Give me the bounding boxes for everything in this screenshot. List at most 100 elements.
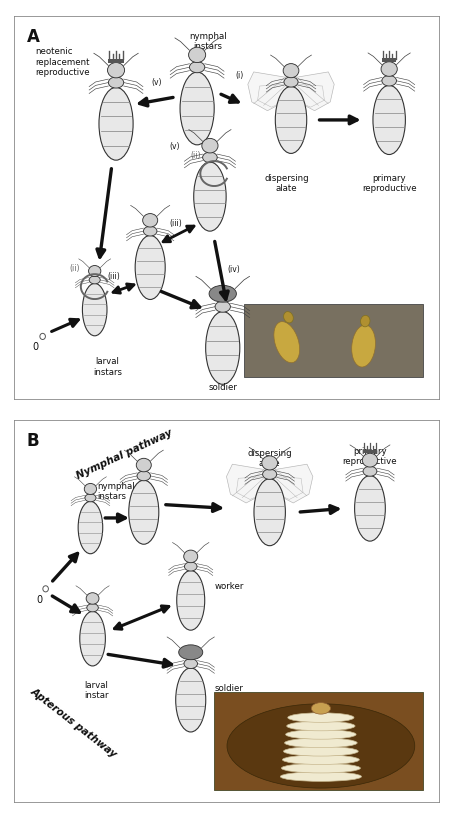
Text: 0: 0 (32, 342, 38, 352)
Ellipse shape (137, 471, 151, 480)
Polygon shape (227, 464, 266, 503)
Ellipse shape (135, 236, 165, 299)
Text: neotenic
replacement
reproductive: neotenic replacement reproductive (35, 47, 89, 77)
Ellipse shape (179, 645, 203, 660)
Ellipse shape (99, 87, 133, 160)
Ellipse shape (352, 325, 375, 367)
Ellipse shape (262, 469, 277, 480)
Bar (382, 59, 396, 62)
FancyBboxPatch shape (244, 304, 423, 377)
Ellipse shape (287, 721, 355, 731)
Polygon shape (236, 476, 267, 499)
Ellipse shape (87, 604, 99, 612)
Ellipse shape (184, 562, 197, 571)
Ellipse shape (284, 747, 358, 756)
Text: worker: worker (214, 583, 244, 592)
Polygon shape (272, 476, 303, 499)
Ellipse shape (83, 283, 107, 336)
Ellipse shape (189, 62, 205, 73)
Ellipse shape (136, 458, 151, 472)
Ellipse shape (382, 76, 396, 86)
Text: A: A (26, 28, 39, 46)
Ellipse shape (262, 456, 277, 470)
Text: (ii): (ii) (69, 265, 79, 274)
Text: 0: 0 (36, 595, 42, 605)
Text: Apterous pathway: Apterous pathway (28, 686, 118, 760)
Ellipse shape (381, 62, 397, 77)
Polygon shape (257, 84, 288, 107)
Text: (v): (v) (151, 78, 162, 87)
Text: larval
instars: larval instars (93, 358, 122, 377)
Text: (i): (i) (236, 71, 244, 80)
Polygon shape (273, 464, 313, 503)
Polygon shape (295, 72, 334, 110)
FancyBboxPatch shape (14, 16, 440, 400)
Ellipse shape (89, 265, 101, 277)
Ellipse shape (202, 138, 218, 153)
Ellipse shape (283, 63, 299, 77)
Ellipse shape (360, 316, 370, 327)
Ellipse shape (43, 586, 49, 592)
FancyBboxPatch shape (214, 692, 423, 790)
Text: dispersing
alate: dispersing alate (247, 449, 292, 468)
Ellipse shape (143, 227, 157, 236)
Bar (363, 450, 377, 453)
Polygon shape (294, 84, 325, 107)
Ellipse shape (288, 713, 354, 723)
Ellipse shape (284, 311, 293, 323)
Ellipse shape (285, 738, 357, 747)
Ellipse shape (86, 592, 99, 604)
Ellipse shape (274, 321, 300, 363)
Ellipse shape (281, 772, 361, 781)
Ellipse shape (89, 276, 100, 284)
Ellipse shape (275, 87, 307, 153)
Text: (iv): (iv) (227, 265, 240, 274)
Text: Nymphal pathway: Nymphal pathway (75, 428, 174, 481)
Ellipse shape (129, 480, 159, 544)
Ellipse shape (209, 285, 237, 302)
Ellipse shape (215, 301, 231, 312)
Ellipse shape (227, 704, 415, 788)
Ellipse shape (40, 334, 45, 339)
Ellipse shape (108, 63, 124, 77)
Bar (109, 59, 124, 63)
Ellipse shape (194, 162, 226, 232)
Text: soldier: soldier (208, 383, 237, 392)
Text: soldier: soldier (214, 684, 243, 693)
Text: nymphal
instars: nymphal instars (189, 32, 227, 51)
Ellipse shape (282, 755, 359, 765)
Ellipse shape (177, 570, 205, 630)
Ellipse shape (286, 729, 356, 739)
Ellipse shape (355, 475, 385, 541)
Ellipse shape (184, 659, 197, 668)
Text: B: B (26, 432, 39, 450)
Ellipse shape (180, 72, 214, 145)
Text: dispersing
alate: dispersing alate (264, 174, 309, 193)
Text: primary
reproductive: primary reproductive (362, 174, 416, 193)
Ellipse shape (373, 86, 405, 155)
Ellipse shape (80, 611, 105, 666)
Text: larval
instar: larval instar (84, 681, 109, 700)
Ellipse shape (84, 484, 97, 494)
Text: (ii): (ii) (191, 152, 201, 160)
Ellipse shape (284, 77, 298, 87)
Ellipse shape (362, 453, 378, 467)
FancyBboxPatch shape (14, 420, 440, 803)
Text: primary
reproductive: primary reproductive (343, 447, 397, 466)
Ellipse shape (363, 466, 377, 476)
Ellipse shape (281, 763, 360, 773)
Text: (v): (v) (169, 142, 180, 151)
Polygon shape (248, 72, 287, 110)
Ellipse shape (78, 501, 103, 554)
Ellipse shape (143, 213, 158, 227)
Ellipse shape (202, 152, 217, 162)
Ellipse shape (176, 668, 206, 732)
Ellipse shape (254, 479, 286, 545)
Ellipse shape (85, 494, 96, 502)
Ellipse shape (109, 77, 124, 88)
Ellipse shape (188, 47, 206, 63)
Text: (iii): (iii) (169, 219, 182, 228)
Text: (iii): (iii) (108, 272, 120, 281)
Text: nymphal
instars: nymphal instars (97, 481, 134, 501)
Ellipse shape (311, 703, 331, 714)
